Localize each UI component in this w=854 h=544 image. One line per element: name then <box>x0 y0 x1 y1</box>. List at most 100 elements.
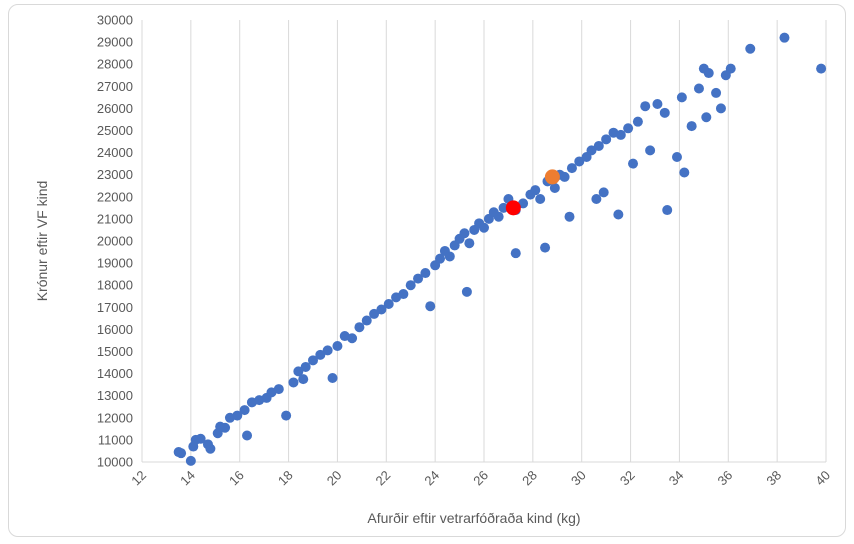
y-tick-label: 14000 <box>97 366 133 381</box>
y-tick-label: 11000 <box>98 432 133 447</box>
data-point <box>273 384 284 395</box>
y-tick-label: 19000 <box>97 256 133 271</box>
data-point <box>185 455 196 466</box>
data-point <box>281 410 292 421</box>
data-point <box>652 98 663 109</box>
y-tick-label: 15000 <box>97 344 133 359</box>
y-tick-label: 13000 <box>97 388 133 403</box>
data-point <box>413 273 424 284</box>
data-point <box>816 63 827 74</box>
y-tick-label: 24000 <box>97 145 133 160</box>
data-point <box>535 194 546 205</box>
data-point <box>659 107 670 118</box>
data-point <box>745 43 756 54</box>
data-point <box>327 373 338 384</box>
x-tick-label: 24 <box>421 468 442 489</box>
data-point <box>564 211 575 222</box>
data-point <box>645 145 656 156</box>
data-point <box>298 374 309 385</box>
data-point <box>498 202 509 213</box>
y-axis-ticks: 10000 11000 12000 13000 14000 15000 16000 17000… <box>97 13 133 470</box>
data-point <box>376 304 387 315</box>
data-point <box>398 289 409 300</box>
data-point <box>195 433 206 444</box>
x-tick-label: 36 <box>715 468 736 489</box>
x-tick-label: 38 <box>763 468 784 489</box>
y-tick-label: 12000 <box>97 410 133 425</box>
data-point <box>566 163 577 174</box>
data-point <box>593 140 604 151</box>
data-point <box>613 209 624 220</box>
data-point <box>232 410 243 421</box>
x-axis-ticks: 12 14 16 18 20 22 24 26 28 30 32 34 36 38 40 <box>128 468 833 489</box>
y-tick-label: 17000 <box>97 300 133 315</box>
data-point <box>300 361 311 372</box>
y-tick-label: 22000 <box>97 189 133 204</box>
highlight-2-point <box>544 169 560 185</box>
data-point <box>347 333 358 344</box>
x-tick-label: 18 <box>275 468 296 489</box>
y-tick-label: 21000 <box>97 211 133 226</box>
data-point <box>632 116 643 127</box>
x-axis-label: Afurðir eftir vetrarfóðraða kind (kg) <box>367 510 580 526</box>
data-point <box>464 238 475 249</box>
y-tick-label: 26000 <box>97 101 133 116</box>
data-point <box>586 145 597 156</box>
y-tick-label: 16000 <box>97 322 133 337</box>
data-point <box>308 355 318 366</box>
y-tick-label: 23000 <box>97 167 133 182</box>
data-point <box>461 286 472 297</box>
data-point <box>493 211 504 222</box>
y-tick-label: 10000 <box>97 455 133 470</box>
x-tick-label: 40 <box>812 468 833 489</box>
data-point <box>176 448 187 459</box>
data-point <box>715 103 726 114</box>
y-tick-label: 25000 <box>97 123 133 138</box>
data-point <box>662 205 673 216</box>
x-tick-label: 22 <box>373 468 394 489</box>
data-point <box>686 121 697 132</box>
x-tick-label: 16 <box>226 468 247 489</box>
data-point <box>239 405 250 416</box>
data-point <box>779 32 790 43</box>
data-point <box>420 268 431 279</box>
x-tick-label: 30 <box>568 468 589 489</box>
x-tick-label: 14 <box>177 468 198 489</box>
x-tick-label: 34 <box>666 468 687 489</box>
grid-lines <box>141 20 827 463</box>
data-point <box>315 349 326 360</box>
data-point <box>444 251 455 262</box>
data-point <box>703 68 714 79</box>
y-tick-label: 27000 <box>97 79 133 94</box>
data-point <box>530 185 541 196</box>
data-point <box>693 83 704 94</box>
data-point <box>220 422 231 433</box>
x-tick-label: 26 <box>470 468 491 489</box>
data-point <box>293 366 304 377</box>
data-point <box>435 253 446 264</box>
y-tick-label: 30000 <box>97 13 133 28</box>
data-point <box>591 194 602 205</box>
data-point <box>671 152 682 163</box>
x-tick-label: 28 <box>519 468 540 489</box>
data-point <box>288 377 299 388</box>
data-point <box>540 242 551 253</box>
data-point <box>676 92 687 103</box>
y-tick-label: 29000 <box>97 35 133 50</box>
data-point <box>711 87 722 98</box>
data-point <box>369 308 380 319</box>
data-point <box>205 443 216 454</box>
data-point <box>623 123 634 134</box>
x-tick-label: 32 <box>617 468 638 489</box>
data-point <box>559 171 570 182</box>
x-tick-label: 20 <box>324 468 345 489</box>
data-point <box>701 112 712 123</box>
y-tick-label: 18000 <box>97 278 133 293</box>
data-point <box>615 129 626 140</box>
y-tick-label: 20000 <box>97 234 133 249</box>
data-point <box>510 248 521 259</box>
highlight-1-point <box>505 200 521 216</box>
data-point <box>598 187 609 198</box>
data-point <box>518 198 529 209</box>
